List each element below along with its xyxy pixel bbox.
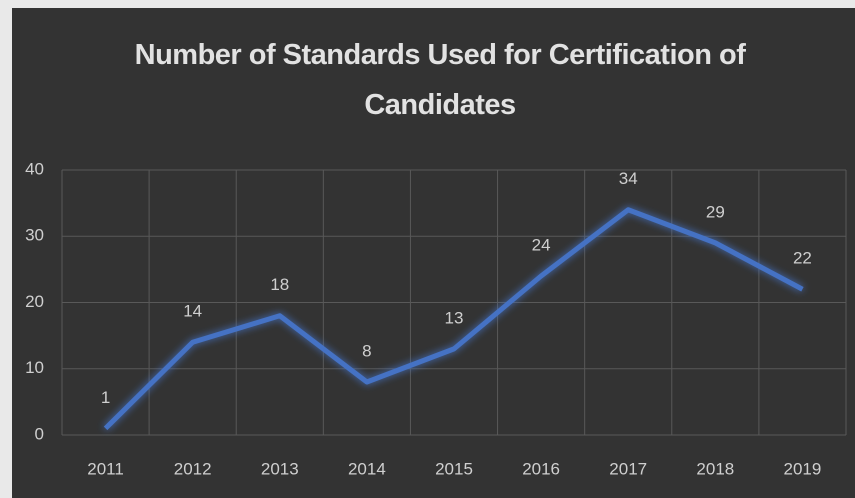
data-label: 1 — [101, 388, 110, 407]
data-label: 18 — [270, 275, 289, 294]
chart-title: Number of Standards Used for Certificati… — [134, 39, 746, 121]
data-label: 29 — [706, 202, 725, 221]
data-line — [103, 207, 804, 431]
data-label: 8 — [362, 341, 371, 360]
chart-panel — [12, 8, 855, 498]
y-tick-label: 0 — [35, 424, 44, 443]
y-tick-label: 10 — [25, 358, 44, 377]
data-label: 22 — [793, 249, 812, 268]
y-tick-label: 30 — [25, 226, 44, 245]
x-tick-label: 2019 — [784, 459, 822, 478]
data-label: 34 — [619, 169, 638, 188]
x-tick-label: 2011 — [87, 459, 124, 478]
data-label: 13 — [445, 308, 464, 327]
data-label: 24 — [532, 235, 551, 254]
x-tick-label: 2013 — [261, 459, 299, 478]
x-tick-label: 2012 — [174, 459, 212, 478]
x-tick-label: 2018 — [696, 459, 734, 478]
y-tick-label: 40 — [25, 159, 44, 178]
y-tick-label: 20 — [25, 292, 44, 311]
x-tick-label: 2017 — [609, 459, 647, 478]
x-tick-label: 2014 — [348, 459, 386, 478]
data-label: 14 — [183, 302, 202, 321]
x-tick-label: 2015 — [435, 459, 473, 478]
x-tick-label: 2016 — [522, 459, 560, 478]
